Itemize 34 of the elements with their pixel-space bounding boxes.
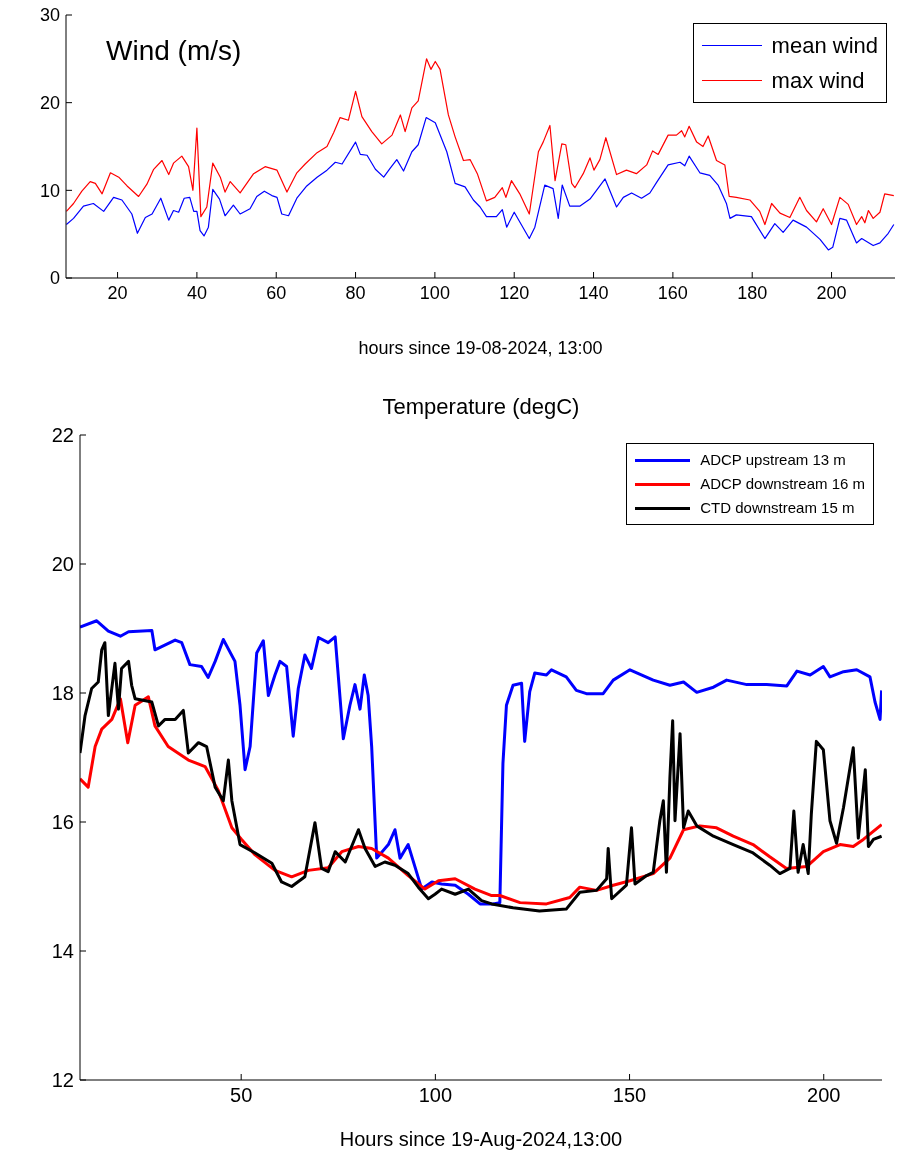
legend-label: CTD downstream 15 m bbox=[700, 498, 855, 518]
y-tick-label: 20 bbox=[39, 93, 60, 114]
x-tick-label: 200 bbox=[816, 282, 847, 303]
y-tick-label: 0 bbox=[49, 268, 60, 289]
text: Wind (m/s) bbox=[106, 35, 242, 67]
legend-label: mean wind bbox=[771, 32, 878, 60]
x-tick-label: 20 bbox=[107, 282, 128, 303]
x-tick-label: 180 bbox=[737, 282, 768, 303]
x-tick-label: 200 bbox=[807, 1084, 841, 1107]
chart-title: Temperature (degC) bbox=[382, 394, 580, 419]
x-tick-label: 100 bbox=[419, 282, 450, 303]
y-tick-label: 12 bbox=[51, 1069, 74, 1092]
legend-label: max wind bbox=[771, 67, 865, 96]
x-tick-label: 40 bbox=[186, 282, 207, 303]
x-tick-label: 50 bbox=[230, 1084, 253, 1107]
y-tick-label: 20 bbox=[51, 553, 74, 576]
x-tick-label: 160 bbox=[657, 282, 688, 303]
x-tick-label: 150 bbox=[612, 1084, 647, 1107]
y-tick-label: 30 bbox=[39, 5, 60, 26]
y-tick-label: 10 bbox=[39, 180, 60, 201]
x-tick-label: 60 bbox=[266, 282, 287, 303]
legend-label: ADCP upstream 13 m bbox=[700, 450, 846, 470]
y-tick-label: 22 bbox=[51, 424, 74, 447]
y-tick-label: 18 bbox=[51, 682, 74, 705]
legend-label: ADCP downstream 16 m bbox=[700, 474, 865, 494]
x-axis-title: Hours since 19-Aug-2024,13:00 bbox=[339, 1128, 623, 1150]
y-tick-label: 14 bbox=[51, 940, 74, 963]
x-tick-label: 140 bbox=[578, 282, 609, 303]
x-axis-title: hours since 19-08-2024, 13:00 bbox=[358, 338, 603, 358]
x-tick-label: 80 bbox=[345, 282, 366, 303]
line-series bbox=[66, 116, 895, 251]
x-tick-label: 100 bbox=[418, 1084, 453, 1107]
y-tick-label: 16 bbox=[51, 811, 74, 834]
x-tick-label: 120 bbox=[499, 282, 530, 303]
